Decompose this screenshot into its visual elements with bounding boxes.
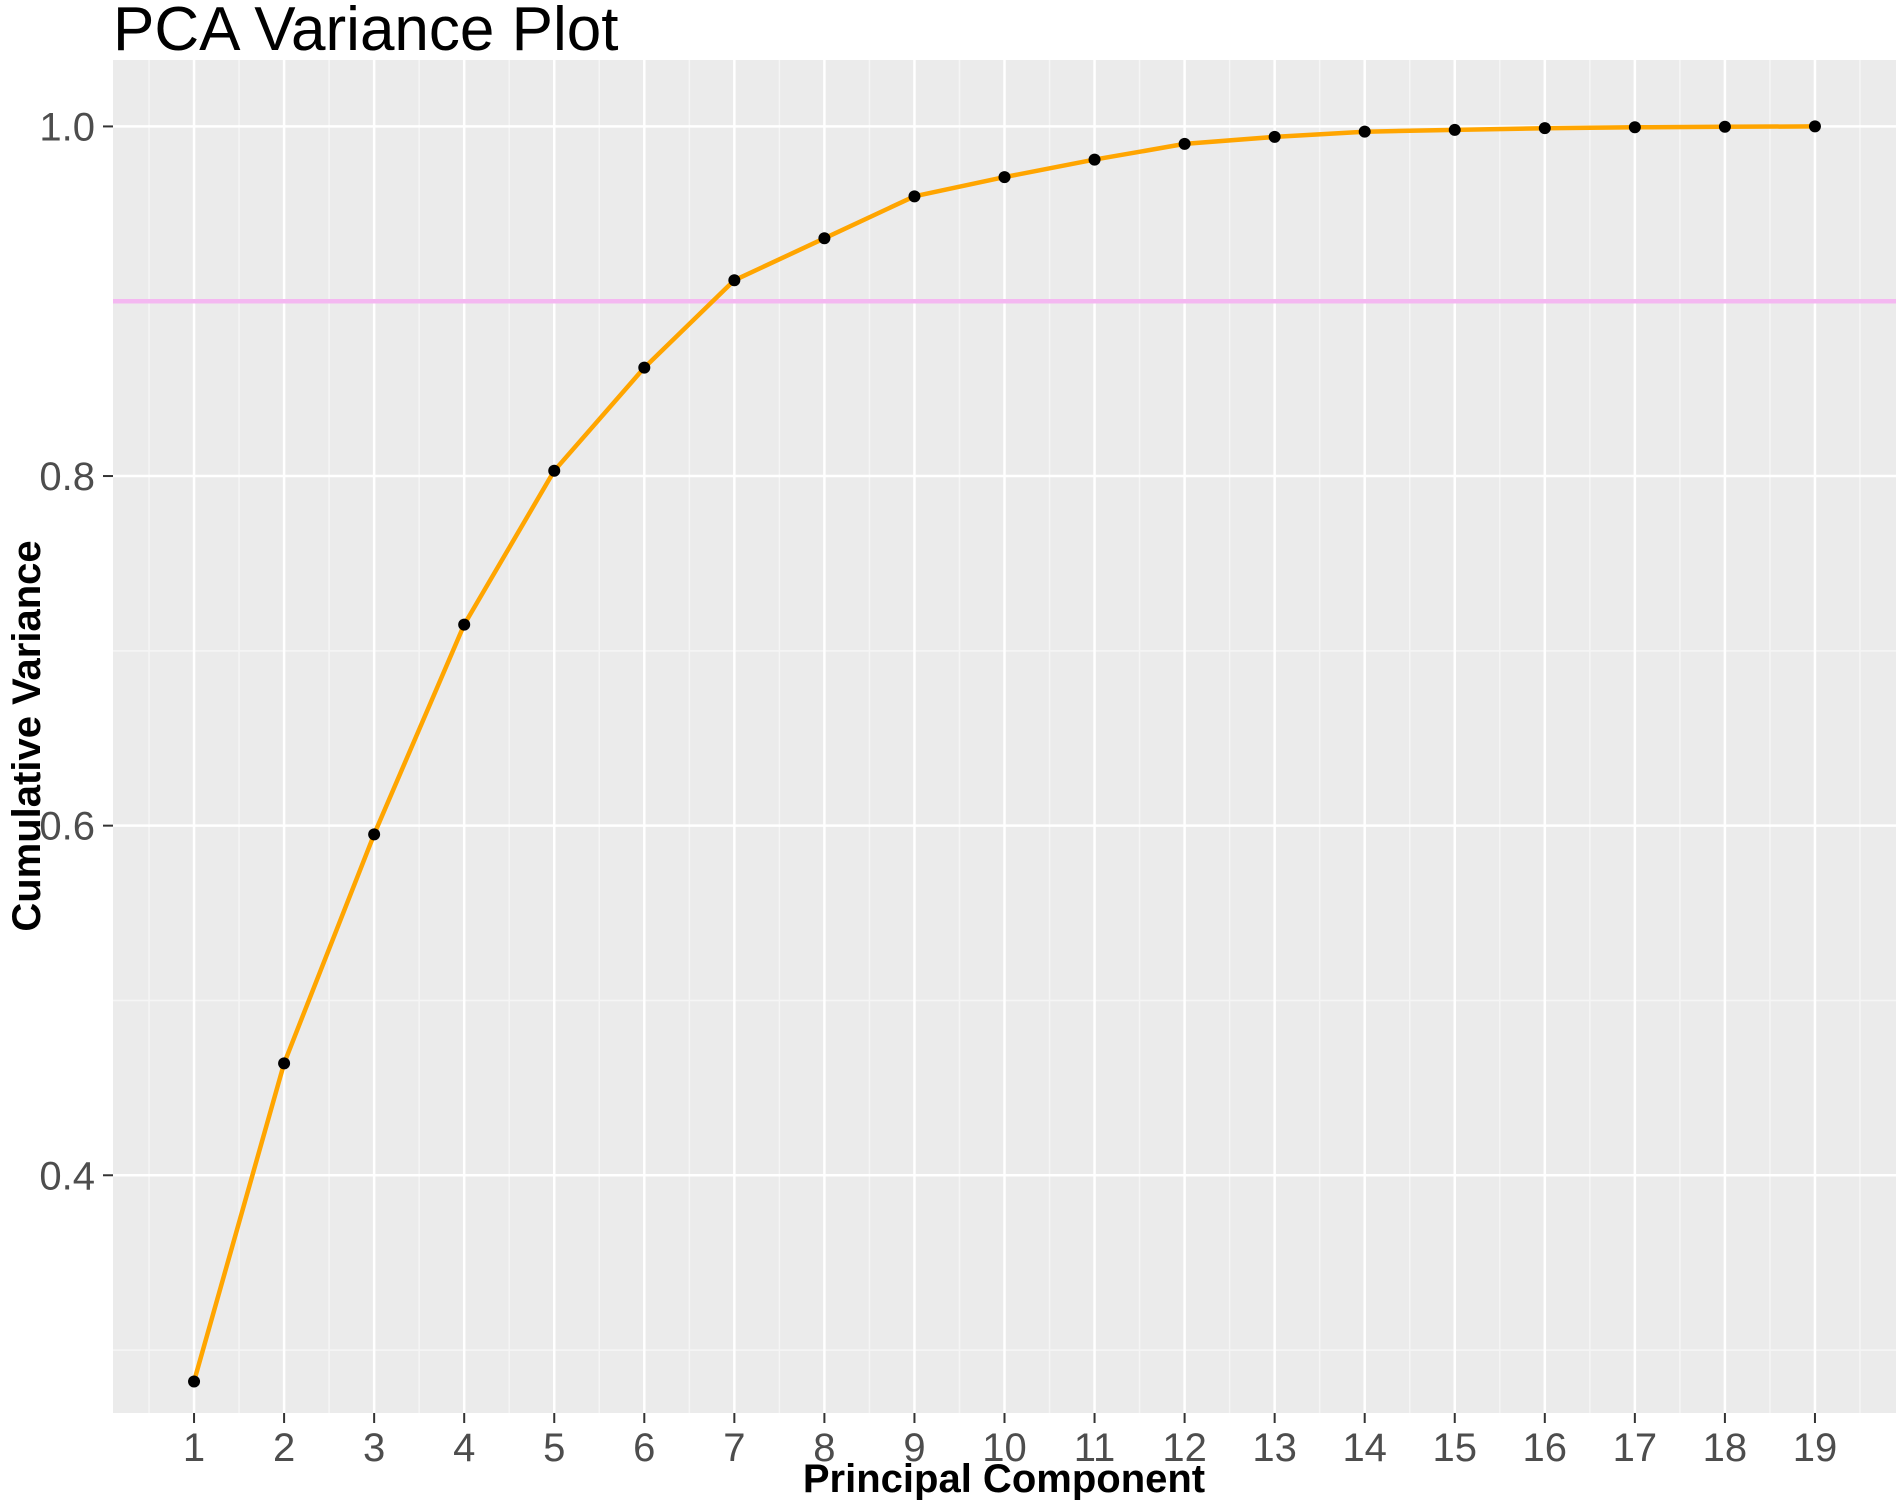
x-tick-label: 6 (633, 1426, 655, 1470)
data-point (1448, 123, 1461, 136)
x-tick-label: 19 (1793, 1426, 1838, 1470)
data-point (1268, 130, 1281, 143)
data-point (368, 828, 381, 841)
x-tick-label: 15 (1433, 1426, 1478, 1470)
x-tick-label: 17 (1613, 1426, 1658, 1470)
x-tick-label: 9 (903, 1426, 925, 1470)
y-axis-ticks: 0.4 0.6 0.8 1.0 (39, 105, 113, 1198)
data-point (458, 618, 471, 631)
data-point (638, 361, 651, 374)
data-point (1808, 120, 1821, 133)
data-point (1358, 125, 1371, 138)
data-point (278, 1057, 291, 1070)
x-tick-label: 2 (273, 1426, 295, 1470)
x-tick-label: 13 (1252, 1426, 1297, 1470)
x-tick-label: 5 (543, 1426, 565, 1470)
data-point (548, 464, 561, 477)
x-tick-label: 10 (982, 1426, 1027, 1470)
x-tick-label: 18 (1703, 1426, 1748, 1470)
chart-title: PCA Variance Plot (113, 0, 618, 64)
series-group (188, 120, 1821, 1388)
data-point (1088, 153, 1101, 166)
data-point (1628, 121, 1641, 134)
x-tick-label: 16 (1523, 1426, 1568, 1470)
y-tick-label: 0.8 (39, 455, 95, 499)
y-tick-label: 1.0 (39, 105, 95, 149)
x-tick-label: 7 (723, 1426, 745, 1470)
data-point (1538, 122, 1551, 135)
data-point (908, 190, 921, 203)
x-tick-label: 1 (183, 1426, 205, 1470)
y-tick-label: 0.6 (39, 805, 95, 849)
x-tick-label: 11 (1074, 1426, 1116, 1470)
x-axis-title: Principal Component (803, 1457, 1205, 1500)
data-point (998, 171, 1011, 184)
x-tick-label: 4 (453, 1426, 475, 1470)
x-tick-label: 14 (1342, 1426, 1387, 1470)
data-point (188, 1375, 201, 1388)
data-point (728, 274, 741, 287)
x-tick-label: 8 (813, 1426, 835, 1470)
major-gridlines (113, 60, 1896, 1413)
x-tick-label: 12 (1162, 1426, 1207, 1470)
y-tick-label: 0.4 (39, 1154, 95, 1198)
y-axis-title: Cumulative Variance (5, 540, 49, 931)
x-axis-ticks: 1 2 3 4 5 6 7 8 9 10 11 12 13 14 15 16 17 18 19 (183, 1413, 1837, 1470)
x-tick-label: 3 (363, 1426, 385, 1470)
data-point (818, 232, 831, 245)
data-point (1178, 137, 1191, 150)
data-point (1718, 120, 1731, 133)
